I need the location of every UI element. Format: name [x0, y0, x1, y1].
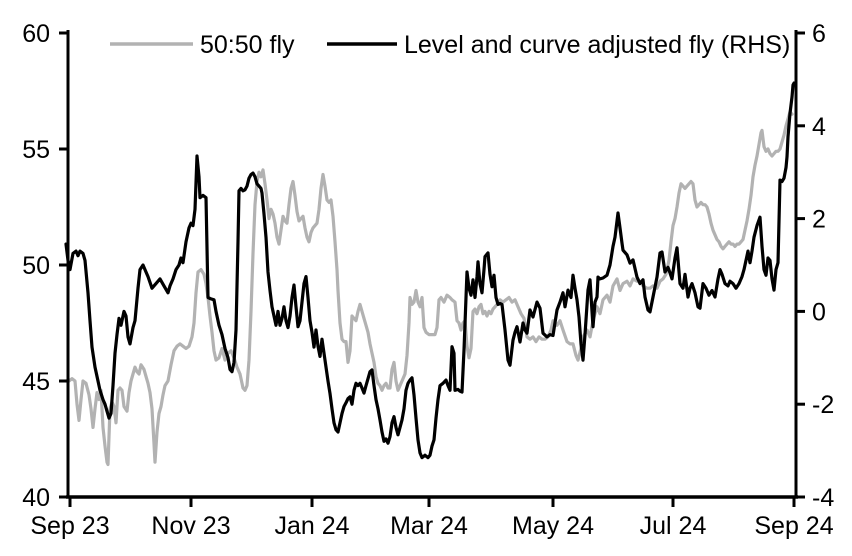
series-line-level-curve-adjusted-fly: [64, 81, 796, 460]
right-axis-tick-label: 0: [812, 298, 826, 326]
x-axis-tick-label: Jul 24: [640, 512, 707, 540]
x-axis-tick-label: Sep 24: [754, 512, 833, 540]
x-axis-tick-label: Nov 23: [151, 512, 230, 540]
right-axis-tick-label: -2: [812, 391, 834, 419]
right-axis-tick-label: -4: [812, 484, 834, 512]
left-axis-tick-label: 40: [22, 484, 50, 512]
left-axis-tick-label: 50: [22, 252, 50, 280]
right-axis-tick-label: 2: [812, 206, 826, 234]
x-axis-tick-label: May 24: [512, 512, 594, 540]
left-axis-tick-label: 60: [22, 20, 50, 48]
left-axis-tick-label: 45: [22, 368, 50, 396]
series-line-fifty-fifty-fly: [64, 110, 794, 467]
legend-label-level-curve-adjusted-fly: Level and curve adjusted fly (RHS): [404, 31, 790, 59]
right-axis-tick-label: 6: [812, 20, 826, 48]
right-axis-tick-label: 4: [812, 113, 826, 141]
x-axis-tick-label: Mar 24: [390, 512, 468, 540]
legend-label-fifty-fifty-fly: 50:50 fly: [200, 31, 295, 59]
x-axis-tick-label: Sep 23: [30, 512, 109, 540]
x-axis-tick-label: Jan 24: [274, 512, 349, 540]
left-axis-tick-label: 55: [22, 136, 50, 164]
